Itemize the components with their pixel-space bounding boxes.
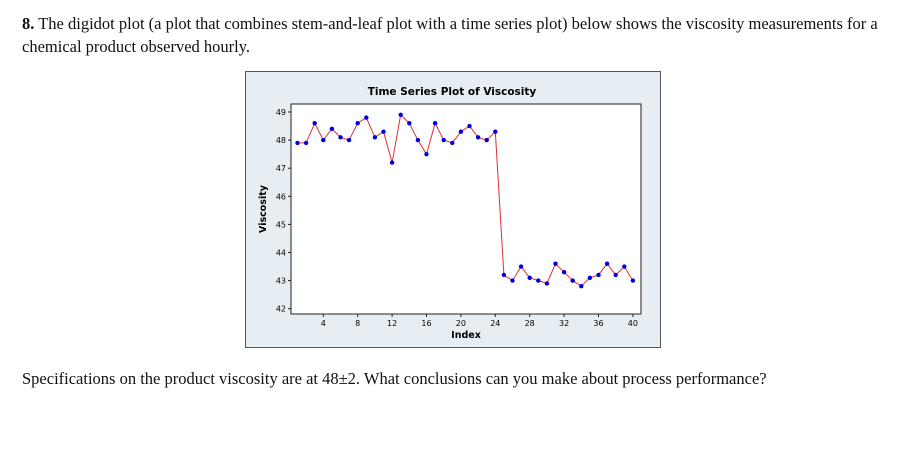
data-point: [561, 269, 567, 275]
time-series-chart: Time Series Plot of Viscosity Index Visc…: [258, 86, 642, 341]
y-tick-label: 48: [276, 136, 286, 145]
x-tick-label: 8: [355, 319, 360, 328]
y-tick-label: 43: [276, 277, 286, 286]
data-point: [536, 278, 541, 283]
followup-text: Specifications on the product viscosity …: [22, 369, 767, 388]
data-point: [389, 160, 395, 165]
y-tick-label: 46: [276, 192, 286, 201]
data-point: [312, 121, 317, 126]
data-point: [450, 140, 455, 146]
y-tick-label: 42: [276, 305, 286, 314]
data-point: [458, 129, 464, 134]
data-point: [321, 137, 326, 143]
data-point: [596, 272, 601, 278]
data-point: [518, 264, 524, 269]
data-point: [346, 137, 352, 143]
data-point: [484, 137, 489, 143]
data-point: [432, 121, 438, 126]
data-point: [553, 261, 558, 266]
data-point: [329, 126, 335, 132]
x-tick-label: 36: [593, 319, 603, 328]
data-point: [510, 278, 515, 283]
data-point: [424, 151, 429, 157]
data-point: [579, 284, 584, 289]
data-point: [501, 272, 507, 278]
question-body: The digidot plot (a plot that combines s…: [22, 14, 878, 56]
series-line: [297, 113, 634, 287]
chart-panel: Time Series Plot of Viscosity Index Visc…: [245, 71, 661, 348]
y-tick-label: 49: [276, 108, 286, 117]
x-tick-label: 16: [421, 319, 431, 328]
data-point: [303, 140, 309, 146]
data-point: [364, 115, 369, 120]
data-point: [381, 129, 386, 134]
x-tick-label: 28: [525, 319, 535, 328]
x-tick-label: 12: [387, 319, 397, 328]
data-point: [338, 135, 343, 140]
data-point: [398, 112, 403, 118]
data-point: [467, 123, 472, 129]
data-point: [493, 129, 498, 134]
data-point: [372, 135, 378, 140]
x-tick-label: 24: [490, 319, 500, 328]
data-point: [407, 121, 412, 126]
data-point: [604, 261, 610, 266]
x-axis-label: Index: [451, 330, 481, 341]
data-point: [587, 275, 593, 280]
x-tick-label: 20: [456, 319, 466, 328]
data-point: [355, 121, 360, 126]
y-tick-label: 47: [276, 164, 286, 173]
data-point: [622, 264, 627, 269]
question-text: 8. The digidot plot (a plot that combine…: [22, 12, 882, 58]
data-point: [527, 275, 532, 280]
question-number: 8.: [22, 14, 35, 33]
y-tick-label: 45: [276, 220, 286, 229]
y-axis-label: Viscosity: [258, 184, 269, 233]
data-point: [630, 278, 636, 283]
chart-title: Time Series Plot of Viscosity: [368, 86, 537, 98]
x-tick-label: 4: [321, 319, 326, 328]
y-tick-label: 44: [276, 249, 286, 258]
data-point: [415, 137, 421, 143]
data-point: [475, 135, 481, 140]
data-point: [441, 137, 446, 143]
x-tick-label: 40: [628, 319, 638, 328]
plot-area: [290, 103, 642, 315]
data-point: [570, 278, 575, 283]
data-point: [295, 140, 300, 146]
data-point: [613, 272, 618, 278]
x-tick-label: 32: [559, 319, 569, 328]
data-point: [544, 281, 550, 286]
